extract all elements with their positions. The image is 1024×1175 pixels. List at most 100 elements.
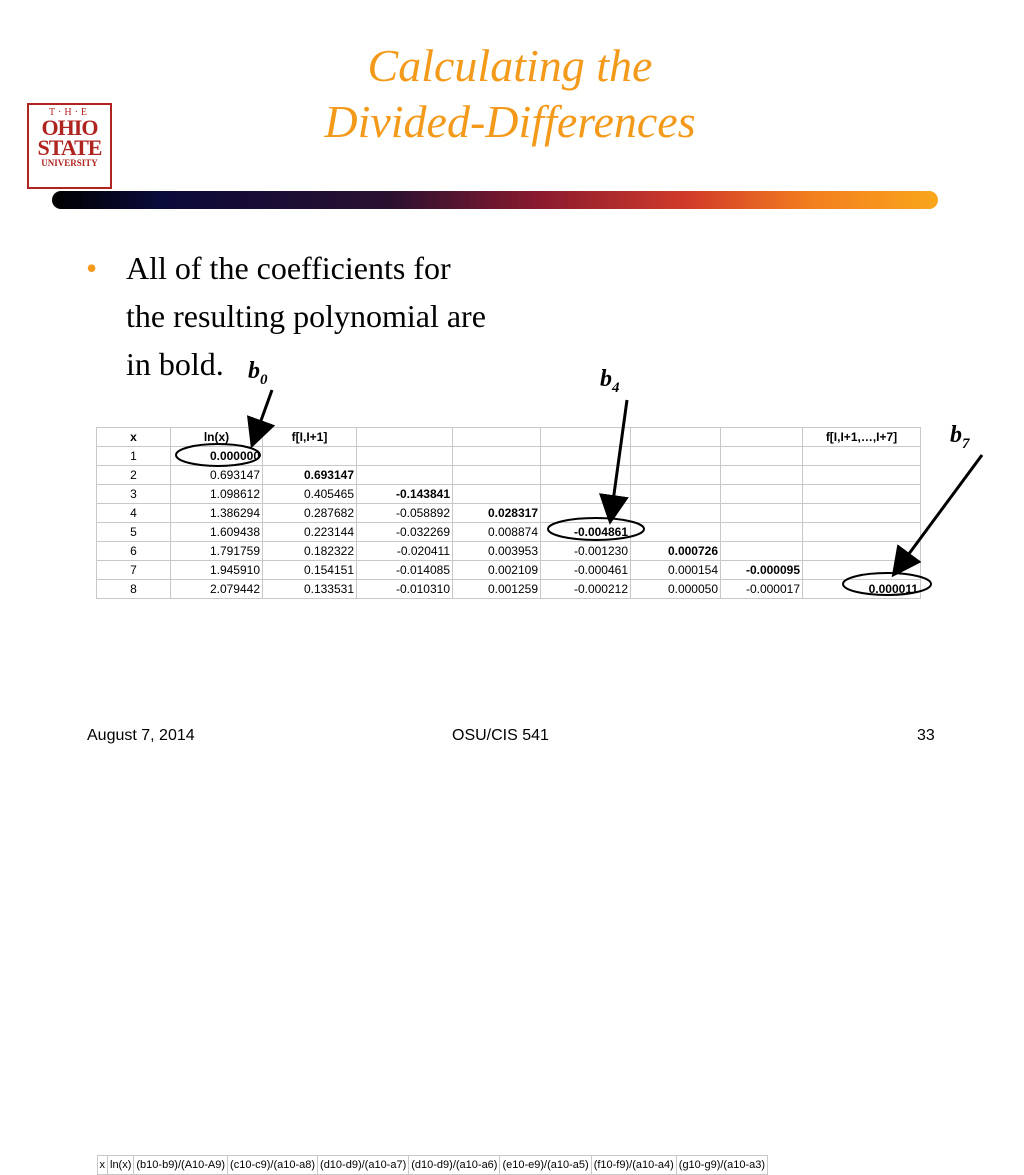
ohio-state-logo: T·H·E OHIO STATE UNIVERSITY — [27, 103, 112, 189]
table-cell: 1.609438 — [170, 522, 263, 542]
table-cell: 0.693147 — [170, 465, 263, 485]
table-cell: 0.000011 — [802, 579, 921, 599]
table-cell: 0.000154 — [630, 560, 721, 580]
table-cell: ln(x) — [106, 1154, 135, 1175]
table-row: 8 2.079442 0.133531 -0.010310 0.001259 -0.000… — [96, 579, 921, 599]
table-cell: -0.014085 — [356, 560, 453, 580]
table-cell — [802, 446, 921, 466]
table-cell — [540, 446, 631, 466]
table-cell — [356, 427, 453, 447]
table-row: 1 0.000000 — [96, 446, 921, 466]
logo-ohio: OHIO — [41, 115, 99, 140]
table-cell: 0.002109 — [452, 560, 541, 580]
title-divider-bar — [52, 191, 938, 209]
table-cell: 7 — [96, 560, 171, 580]
table-cell — [720, 522, 803, 542]
table-cell — [540, 465, 631, 485]
table-cell — [630, 465, 721, 485]
table-cell — [630, 522, 721, 542]
table-cell — [802, 541, 921, 561]
bullet-icon: • — [86, 250, 98, 286]
logo-university: UNIVERSITY — [41, 158, 98, 168]
title-line-1: Calculating the — [367, 40, 653, 91]
label-b0: b0 — [248, 358, 268, 388]
table-cell: 4 — [96, 503, 171, 523]
table-cell: ln(x) — [170, 427, 263, 447]
table-cell — [630, 484, 721, 504]
table-cell: f[I,I+1] — [262, 427, 357, 447]
table-cell: 0.223144 — [262, 522, 357, 542]
table-cell — [720, 503, 803, 523]
table-cell: (d10-d9)/(a10-a7) — [317, 1154, 410, 1175]
table-cell: -0.032269 — [356, 522, 453, 542]
table-cell — [356, 446, 453, 466]
logo-state: STATE — [37, 135, 103, 160]
table-cell: -0.058892 — [356, 503, 453, 523]
title-line-2: Divided-Differences — [324, 96, 696, 147]
table-formula-row: x ln(x) (b10-b9)/(A10-A9) (c10-c9)/(a10-a8)… — [96, 1154, 769, 1175]
table-cell: 1.386294 — [170, 503, 263, 523]
table-cell: 1.098612 — [170, 484, 263, 504]
table-cell: 6 — [96, 541, 171, 561]
table-cell — [540, 503, 631, 523]
table-cell: -0.000212 — [540, 579, 631, 599]
table-cell — [452, 465, 541, 485]
table-cell: 0.133531 — [262, 579, 357, 599]
table-cell: (e10-e9)/(a10-a5) — [499, 1154, 592, 1175]
table-cell — [452, 446, 541, 466]
table-cell — [630, 503, 721, 523]
table-cell: -0.001230 — [540, 541, 631, 561]
table-cell: 0.154151 — [262, 560, 357, 580]
table-cell — [802, 484, 921, 504]
table-cell: -0.143841 — [356, 484, 453, 504]
table-cell: 2.079442 — [170, 579, 263, 599]
table-row: 4 1.386294 0.287682 -0.058892 0.028317 — [96, 503, 921, 523]
footer-page-number: 33 — [917, 727, 935, 744]
table-cell — [540, 484, 631, 504]
table-cell — [802, 465, 921, 485]
table-cell: (f10-f9)/(a10-a4) — [590, 1154, 677, 1175]
table-cell: (b10-b9)/(A10-A9) — [133, 1154, 229, 1175]
table-cell — [452, 484, 541, 504]
table-cell: 0.693147 — [262, 465, 357, 485]
bullet-text: All of the coefficients for the resultin… — [126, 250, 486, 382]
table-row: 3 1.098612 0.405465 -0.143841 — [96, 484, 921, 504]
table-cell: x — [96, 427, 171, 447]
table-cell — [720, 465, 803, 485]
slide-title: Calculating the Divided-Differences — [230, 38, 790, 150]
table-cell — [452, 427, 541, 447]
table-cell — [802, 522, 921, 542]
table-cell: f[I,I+1,…,I+7] — [802, 427, 921, 447]
footer-course: OSU/CIS 541 — [452, 727, 549, 744]
table-cell: 0.028317 — [452, 503, 541, 523]
table-cell: 0.003953 — [452, 541, 541, 561]
table-cell — [720, 446, 803, 466]
table-cell: -0.020411 — [356, 541, 453, 561]
table-cell: 1.945910 — [170, 560, 263, 580]
table-cell: 1.791759 — [170, 541, 263, 561]
table-row: 7 1.945910 0.154151 -0.014085 0.002109 -0.000… — [96, 560, 921, 580]
table-cell — [802, 503, 921, 523]
label-b4: b4 — [600, 366, 620, 396]
table-cell: 1 — [96, 446, 171, 466]
table-cell: 0.182322 — [262, 541, 357, 561]
table-cell: x — [96, 1154, 108, 1175]
table-cell: -0.004861 — [540, 522, 631, 542]
table-cell: -0.000095 — [720, 560, 803, 580]
table-cell: -0.010310 — [356, 579, 453, 599]
table-cell: (c10-c9)/(a10-a8) — [227, 1154, 319, 1175]
table-cell — [262, 446, 357, 466]
table-cell — [630, 446, 721, 466]
table-cell: 0.000000 — [170, 446, 263, 466]
table-cell: (d10-d9)/(a10-a6) — [408, 1154, 501, 1175]
table-cell — [540, 427, 631, 447]
table-cell: 0.287682 — [262, 503, 357, 523]
table-cell: 0.001259 — [452, 579, 541, 599]
table-cell: 0.000726 — [630, 541, 721, 561]
table-cell: 3 — [96, 484, 171, 504]
table-cell — [720, 541, 803, 561]
footer-date: August 7, 2014 — [87, 727, 195, 744]
logo-the: T·H·E — [48, 107, 91, 118]
table-cell: 0.008874 — [452, 522, 541, 542]
table-cell: -0.000017 — [720, 579, 803, 599]
